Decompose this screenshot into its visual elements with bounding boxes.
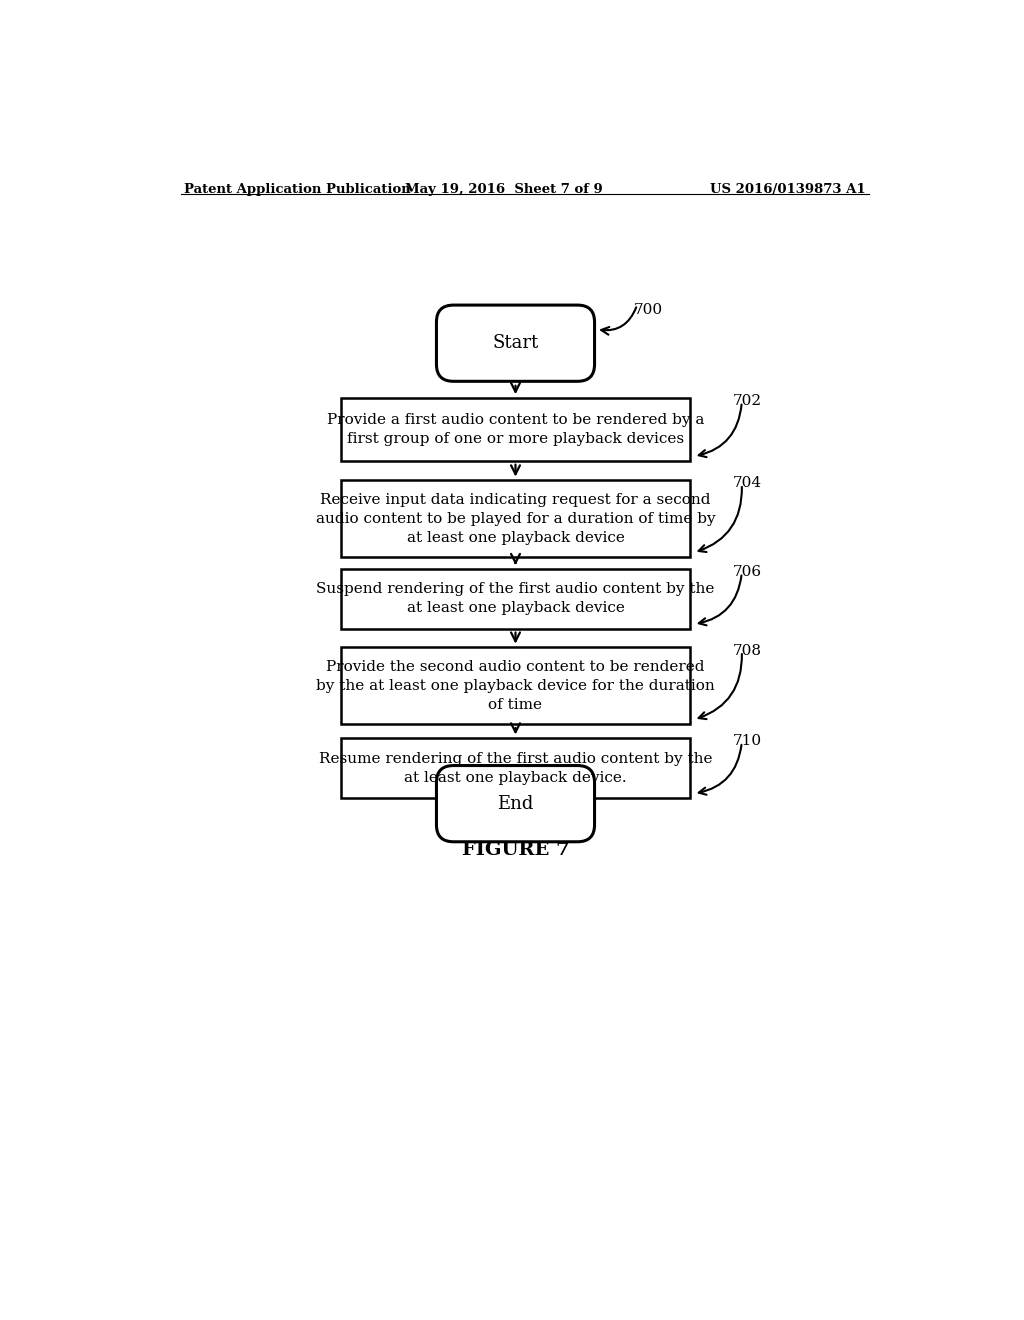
Text: Resume rendering of the first audio content by the
at least one playback device.: Resume rendering of the first audio cont… <box>318 752 713 784</box>
FancyBboxPatch shape <box>436 766 595 842</box>
Text: Suspend rendering of the first audio content by the
at least one playback device: Suspend rendering of the first audio con… <box>316 582 715 615</box>
Text: Start: Start <box>493 334 539 352</box>
Text: May 19, 2016  Sheet 7 of 9: May 19, 2016 Sheet 7 of 9 <box>406 183 603 197</box>
Bar <box>341 647 690 725</box>
Text: 702: 702 <box>732 395 762 408</box>
Text: FIGURE 7: FIGURE 7 <box>462 841 569 859</box>
Text: End: End <box>498 795 534 813</box>
Text: Receive input data indicating request for a second
audio content to be played fo: Receive input data indicating request fo… <box>315 492 716 545</box>
Text: 710: 710 <box>732 734 762 748</box>
Bar <box>341 397 690 461</box>
Text: Provide the second audio content to be rendered
by the at least one playback dev: Provide the second audio content to be r… <box>316 660 715 711</box>
FancyBboxPatch shape <box>436 305 595 381</box>
Text: Patent Application Publication: Patent Application Publication <box>183 183 411 197</box>
Bar <box>341 738 690 799</box>
Bar <box>341 569 690 628</box>
Bar <box>341 480 690 557</box>
Text: 708: 708 <box>732 644 762 657</box>
Text: 704: 704 <box>732 477 762 491</box>
Text: US 2016/0139873 A1: US 2016/0139873 A1 <box>711 183 866 197</box>
Text: 706: 706 <box>732 565 762 579</box>
Text: 700: 700 <box>633 304 663 317</box>
Text: Provide a first audio content to be rendered by a
first group of one or more pla: Provide a first audio content to be rend… <box>327 413 705 446</box>
